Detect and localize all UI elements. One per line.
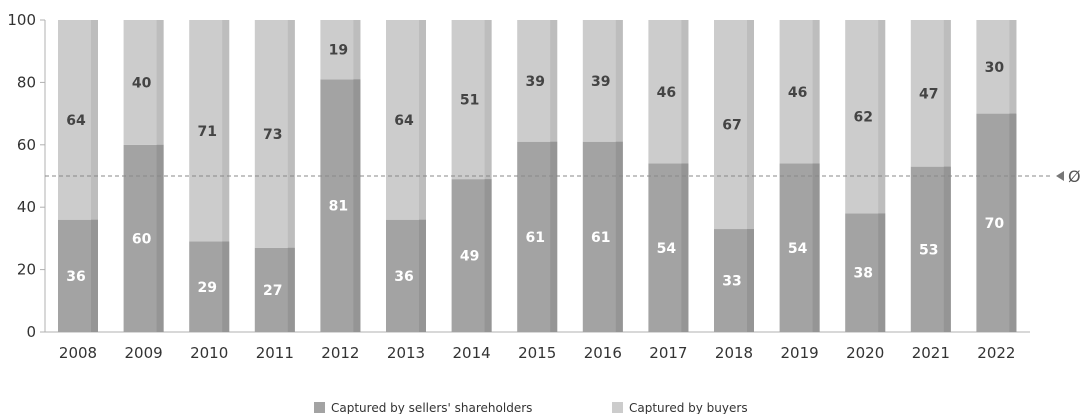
legend-swatch-1 — [612, 402, 623, 413]
label-buyers-2014: 51 — [460, 93, 479, 109]
bar-buyers-shade-2021 — [943, 20, 951, 167]
x-tick-label-2020: 2020 — [846, 344, 884, 362]
legend-label-1: Captured by buyers — [629, 401, 748, 414]
bar-sellers-shade-2020 — [878, 213, 886, 332]
x-tick-label-2022: 2022 — [977, 344, 1015, 362]
average-marker-icon — [1056, 171, 1064, 181]
label-sellers-2018: 33 — [722, 274, 741, 290]
label-buyers-2010: 71 — [197, 124, 216, 140]
bar-buyers-shade-2012 — [353, 20, 361, 80]
label-buyers-2021: 47 — [919, 86, 938, 102]
label-buyers-2008: 64 — [66, 113, 86, 129]
bar-buyers-shade-2011 — [287, 20, 295, 248]
label-buyers-2022: 30 — [985, 60, 1005, 76]
x-tick-label-2010: 2010 — [190, 344, 228, 362]
bar-sellers-shade-2021 — [943, 166, 951, 332]
label-buyers-2012: 19 — [329, 43, 348, 59]
label-buyers-2013: 64 — [394, 113, 414, 129]
x-tick-label-2021: 2021 — [912, 344, 950, 362]
bar-buyers-shade-2009 — [156, 20, 164, 145]
bar-sellers-shade-2018 — [747, 229, 754, 332]
x-tick-label-2016: 2016 — [584, 344, 622, 362]
legend-label-0: Captured by sellers' shareholders — [331, 401, 532, 414]
label-sellers-2017: 54 — [657, 241, 677, 257]
y-tick-label: 40 — [17, 198, 36, 216]
average-label: Ø 50 — [1068, 167, 1081, 186]
bar-sellers-shade-2015 — [550, 141, 558, 332]
x-tick-label-2017: 2017 — [649, 344, 687, 362]
bar-buyers-shade-2008 — [91, 20, 98, 220]
label-buyers-2018: 67 — [722, 118, 741, 134]
bar-buyers-shade-2022 — [1009, 20, 1017, 114]
bar-sellers-shade-2013 — [419, 219, 426, 332]
y-tick-label: 100 — [7, 11, 36, 29]
label-sellers-2008: 36 — [66, 269, 85, 285]
label-layer: 36 64 60 40 29 71 27 73 81 19 36 64 49 51 61 39 61 39 54 46… — [66, 43, 1004, 299]
label-sellers-2010: 29 — [197, 280, 216, 296]
bar-sellers-shade-2019 — [812, 163, 820, 332]
average-layer: Ø 50 — [45, 167, 1081, 186]
bar-sellers-shade-2017 — [681, 163, 689, 332]
label-sellers-2012: 81 — [329, 199, 348, 215]
bar-buyers-shade-2015 — [550, 20, 558, 142]
y-tick-label: 20 — [17, 261, 36, 279]
bar-buyers-shade-2010 — [222, 20, 230, 242]
bar-buyers-shade-2016 — [615, 20, 623, 142]
label-sellers-2011: 27 — [263, 283, 282, 299]
x-tick-label-2009: 2009 — [125, 344, 163, 362]
x-tick-label-2014: 2014 — [453, 344, 491, 362]
bar-buyers-shade-2020 — [878, 20, 886, 214]
label-sellers-2015: 61 — [525, 230, 544, 246]
y-tick-label: 60 — [17, 136, 36, 154]
bar-layer — [58, 20, 1017, 332]
bar-sellers-shade-2016 — [615, 141, 623, 332]
bar-sellers-shade-2010 — [222, 241, 230, 332]
x-tick-label-2012: 2012 — [321, 344, 359, 362]
label-buyers-2015: 39 — [525, 74, 544, 90]
x-tick-label-2013: 2013 — [387, 344, 425, 362]
x-tick-label-2018: 2018 — [715, 344, 753, 362]
bar-buyers-shade-2018 — [747, 20, 754, 230]
bar-buyers-shade-2017 — [681, 20, 689, 164]
bar-buyers-shade-2019 — [812, 20, 820, 164]
label-sellers-2013: 36 — [394, 269, 413, 285]
y-tick-label: 0 — [26, 323, 36, 341]
bar-buyers-shade-2014 — [484, 20, 492, 180]
label-buyers-2019: 46 — [788, 85, 807, 101]
bar-sellers-shade-2014 — [484, 179, 492, 332]
y-tick-label: 80 — [17, 73, 36, 91]
x-tick-label-2011: 2011 — [256, 344, 294, 362]
legend: Captured by sellers' shareholders Capture… — [314, 401, 748, 415]
x-tick-label-2019: 2019 — [781, 344, 819, 362]
legend-swatch-0 — [314, 402, 325, 413]
bar-sellers-shade-2022 — [1009, 113, 1017, 332]
label-buyers-2020: 62 — [853, 110, 872, 126]
label-buyers-2011: 73 — [263, 127, 282, 143]
label-sellers-2019: 54 — [788, 241, 808, 257]
label-sellers-2016: 61 — [591, 230, 610, 246]
label-sellers-2022: 70 — [985, 216, 1005, 232]
x-tick-label-2015: 2015 — [518, 344, 556, 362]
label-buyers-2017: 46 — [657, 85, 676, 101]
label-sellers-2014: 49 — [460, 249, 479, 265]
label-buyers-2009: 40 — [132, 75, 152, 91]
label-sellers-2009: 60 — [132, 231, 152, 247]
bar-buyers-shade-2013 — [419, 20, 426, 220]
bar-sellers-shade-2012 — [353, 79, 361, 332]
x-tick-label-2008: 2008 — [59, 344, 97, 362]
axis-layer: 0 20 40 60 80 100 2008 2009 2010 2011 2012 2013 2014… — [7, 11, 1030, 362]
label-sellers-2021: 53 — [919, 242, 938, 258]
bar-sellers-shade-2011 — [287, 247, 295, 332]
label-sellers-2020: 38 — [853, 266, 872, 282]
bar-sellers-shade-2009 — [156, 144, 164, 332]
label-buyers-2016: 39 — [591, 74, 610, 90]
bar-sellers-shade-2008 — [91, 219, 98, 332]
